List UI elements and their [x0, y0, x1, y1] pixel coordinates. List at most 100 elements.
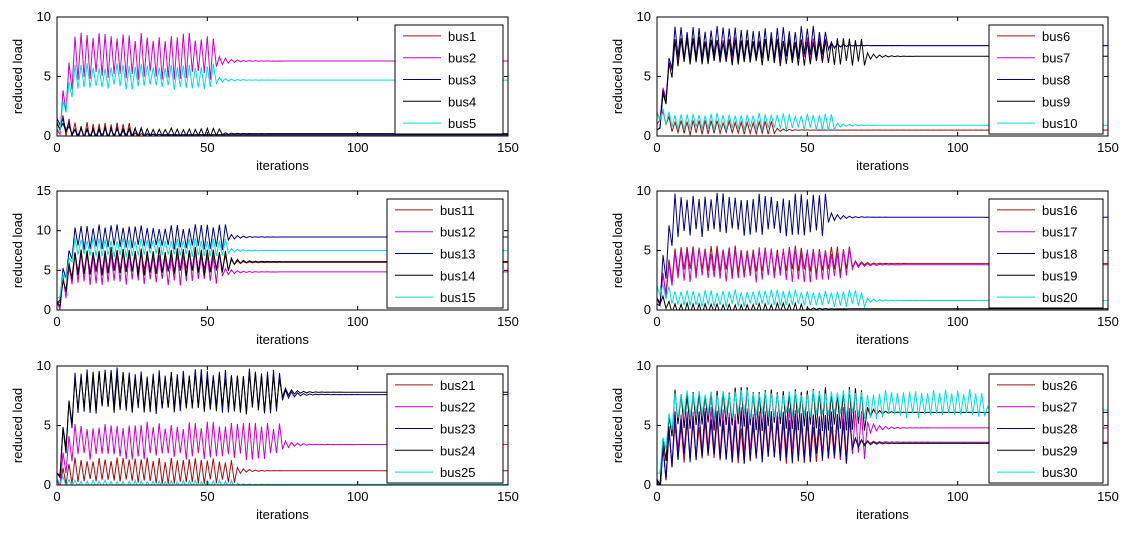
legend-label-bus25: bus25 [440, 465, 475, 480]
series-line-bus3 [57, 117, 508, 136]
x-tick-label: 50 [200, 140, 214, 155]
legend: bus6 bus7 bus8 bus9 bus10 [988, 24, 1104, 135]
legend: bus26 bus27 bus28 bus29 bus30 [988, 373, 1104, 484]
y-tick-label: 0 [644, 128, 651, 143]
x-tick-label: 100 [947, 314, 969, 329]
x-tick-label: 0 [53, 140, 60, 155]
legend-label-bus28: bus28 [1042, 422, 1077, 437]
y-tick-label: 5 [44, 262, 51, 277]
x-tick-label: 50 [800, 140, 814, 155]
legend-label-bus19: bus19 [1042, 268, 1077, 283]
y-tick-label: 5 [644, 418, 651, 433]
x-tick-label: 150 [497, 314, 519, 329]
x-tick-label: 50 [200, 489, 214, 504]
x-tick-label: 0 [53, 314, 60, 329]
y-tick-label: 5 [644, 69, 651, 84]
x-tick-label: 50 [800, 489, 814, 504]
legend-label-bus21: bus21 [440, 378, 475, 393]
legend-label-bus3: bus3 [448, 73, 476, 88]
y-tick-label: 5 [44, 418, 51, 433]
x-tick-label: 0 [653, 489, 660, 504]
y-axis-label: reduced load [10, 213, 25, 288]
y-axis-label: reduced load [610, 213, 625, 288]
x-tick-label: 0 [653, 314, 660, 329]
y-tick-label: 0 [644, 477, 651, 492]
legend-label-bus7: bus7 [1042, 51, 1070, 66]
y-axis-label: reduced load [610, 39, 625, 114]
legend-label-bus9: bus9 [1042, 94, 1070, 109]
legend-label-bus13: bus13 [440, 247, 475, 262]
y-tick-label: 10 [637, 183, 651, 198]
legend-label-bus29: bus29 [1042, 443, 1077, 458]
legend-label-bus17: bus17 [1042, 225, 1077, 240]
x-tick-label: 50 [800, 314, 814, 329]
legend: bus21 bus22 bus23 bus24 bus25 [386, 373, 504, 484]
y-tick-label: 10 [637, 358, 651, 373]
legend-label-bus20: bus20 [1042, 290, 1077, 305]
series-line-bus25 [57, 475, 508, 485]
legend-label-bus26: bus26 [1042, 378, 1077, 393]
x-axis-label: iterations [856, 158, 909, 173]
y-tick-label: 10 [37, 9, 51, 24]
x-tick-label: 150 [1097, 314, 1119, 329]
x-tick-label: 100 [347, 140, 369, 155]
legend-label-bus10: bus10 [1042, 116, 1077, 131]
x-tick-label: 150 [497, 140, 519, 155]
y-tick-label: 10 [37, 223, 51, 238]
x-tick-label: 150 [1097, 489, 1119, 504]
y-tick-label: 10 [37, 358, 51, 373]
y-tick-label: 0 [44, 128, 51, 143]
x-tick-label: 100 [347, 489, 369, 504]
subplot-6: 0 50 100 150 0 5 10 iterations reduced load bus26… [610, 358, 1119, 522]
legend-label-bus16: bus16 [1042, 203, 1077, 218]
legend-label-bus22: bus22 [440, 400, 475, 415]
y-axis-label: reduced load [610, 388, 625, 463]
x-axis-label: iterations [856, 507, 909, 522]
x-tick-label: 100 [947, 140, 969, 155]
subplot-4: 0 50 100 150 0 5 10 iterations reduced load bus16… [610, 183, 1119, 347]
y-tick-label: 0 [44, 302, 51, 317]
legend-label-bus27: bus27 [1042, 400, 1077, 415]
legend: bus11 bus12 bus13 bus14 bus15 [386, 198, 504, 309]
y-tick-label: 5 [644, 243, 651, 258]
legend-label-bus23: bus23 [440, 422, 475, 437]
legend-label-bus2: bus2 [448, 51, 476, 66]
x-tick-label: 100 [947, 489, 969, 504]
x-tick-label: 100 [347, 314, 369, 329]
legend: bus16 bus17 bus18 bus19 bus20 [988, 198, 1104, 309]
legend-label-bus6: bus6 [1042, 29, 1070, 44]
legend-label-bus24: bus24 [440, 443, 475, 458]
x-tick-label: 0 [653, 140, 660, 155]
x-axis-label: iterations [256, 158, 309, 173]
legend-label-bus14: bus14 [440, 268, 475, 283]
legend-label-bus15: bus15 [440, 290, 475, 305]
y-tick-label: 15 [37, 183, 51, 198]
legend-label-bus30: bus30 [1042, 465, 1077, 480]
x-axis-label: iterations [256, 507, 309, 522]
y-tick-label: 0 [44, 477, 51, 492]
x-tick-label: 150 [497, 489, 519, 504]
axes-frame [56, 190, 509, 311]
subplot-3: 0 50 100 150 0 5 10 15 iterations reduced load bus… [10, 183, 519, 347]
y-tick-label: 0 [644, 302, 651, 317]
y-axis-label: reduced load [10, 388, 25, 463]
legend-label-bus8: bus8 [1042, 73, 1070, 88]
legend-label-bus5: bus5 [448, 116, 476, 131]
legend-label-bus1: bus1 [448, 29, 476, 44]
legend-label-bus4: bus4 [448, 94, 476, 109]
y-tick-label: 10 [637, 9, 651, 24]
legend-label-bus12: bus12 [440, 225, 475, 240]
x-tick-label: 0 [53, 489, 60, 504]
legend-label-bus11: bus11 [440, 203, 474, 218]
y-axis-label: reduced load [10, 39, 25, 114]
subplot-5: 0 50 100 150 0 5 10 iterations reduced load bus21… [10, 358, 519, 522]
x-axis-label: iterations [256, 332, 309, 347]
y-tick-label: 5 [44, 69, 51, 84]
series-line-bus19 [657, 294, 1108, 310]
legend: bus1 bus2 bus3 bus4 bus5 [394, 24, 504, 135]
legend-label-bus18: bus18 [1042, 247, 1077, 262]
x-tick-label: 50 [200, 314, 214, 329]
